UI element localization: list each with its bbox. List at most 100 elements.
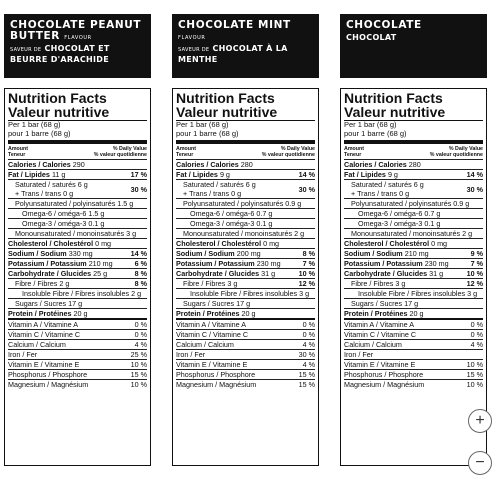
magnesium-row: Magnesium / Magnésium 10 % (344, 379, 483, 389)
polyunsaturated-row: Polyunsaturated / polyinsaturés 0.9 g (176, 198, 315, 208)
iron-row: Iron / Fer (344, 349, 483, 359)
cholesterol-row: Cholesterol / Cholestérol 0 mg (176, 238, 315, 248)
valeur-nutritive-title: Valeur nutritive (176, 105, 315, 121)
monounsaturated-row: Monounsaturated / monoinsaturés 3 g (8, 228, 147, 238)
serving-size-fr: pour 1 barre (68 g) (344, 128, 407, 138)
insoluble-fibre-row: Insoluble Fibre / Fibres insolubles 3 g (176, 288, 315, 298)
nutrition-facts-title: Nutrition Facts (344, 90, 443, 106)
potassium-row: Potassium / Potassium 230 mg 7 % (176, 258, 315, 268)
nutrition-facts-title: Nutrition Facts (176, 90, 275, 106)
polyunsaturated-row: Polyunsaturated / polyinsaturés 0.9 g (344, 198, 483, 208)
sodium-row: Sodium / Sodium 330 mg 14 % (8, 248, 147, 258)
flavour-name-fr: CHOCOLAT (346, 33, 397, 42)
serving-size-en: Per 1 bar (68 g) (344, 120, 397, 129)
minus-icon: − (475, 454, 485, 471)
monounsaturated-row: Monounsaturated / monoinsaturés 2 g (344, 228, 483, 238)
vitamin-e-row: Vitamin E / Vitamine E 10 % (344, 359, 483, 369)
potassium-row: Potassium / Potassium 230 mg 7 % (344, 258, 483, 268)
serving-size-fr: pour 1 barre (68 g) (176, 128, 239, 138)
omega6-row: Omega-6 / oméga-6 0.7 g (344, 208, 483, 218)
sugars-row: Sugars / Sucres 17 g (8, 298, 147, 308)
omega6-row: Omega-6 / oméga-6 1.5 g (8, 208, 147, 218)
cholesterol-row: Cholesterol / Cholestérol 0 mg (8, 238, 147, 248)
insoluble-fibre-row: Insoluble Fibre / Fibres insolubles 3 g (344, 288, 483, 298)
fat-row: Fat / Lipides 9 g 14 % (176, 169, 315, 179)
carbohydrate-row: Carbohydrate / Glucides 31 g 10 % (344, 268, 483, 278)
flavour-name-en: CHOCOLATE MINT FLAVOUR (178, 19, 291, 42)
calories-row: Calories / Calories 280 (176, 159, 315, 169)
flavour-name-fr: SAVEUR DE CHOCOLAT À LA MENTHE (178, 44, 288, 64)
omega3-row: Omega-3 / oméga-3 0.1 g (176, 218, 315, 228)
panel-chocolate-mint: CHOCOLATE MINT FLAVOUR SAVEUR DE CHOCOLA… (172, 14, 319, 466)
saturated-trans-row: Saturated / saturés 6 g + Trans / trans 0… (344, 179, 483, 198)
omega3-row: Omega-3 / oméga-3 0.1 g (344, 218, 483, 228)
zoom-out-button[interactable]: − (468, 451, 492, 475)
nutrition-facts-table: Nutrition Facts Valeur nutritive Per 1 b… (340, 88, 487, 466)
panel-chocolate: CHOCOLATE CHOCOLAT Nutrition Facts Valeu… (340, 14, 487, 466)
cholesterol-row: Cholesterol / Cholestérol 0 mg (344, 238, 483, 248)
calories-row: Calories / Calories 280 (344, 159, 483, 169)
flavour-header: CHOCOLATE CHOCOLAT (340, 14, 487, 78)
nutrition-facts-title: Nutrition Facts (8, 90, 107, 106)
carbohydrate-row: Carbohydrate / Glucides 31 g 10 % (176, 268, 315, 278)
magnesium-row: Magnesium / Magnésium 10 % (8, 379, 147, 389)
protein-row: Protein / Protéines 20 g (344, 308, 483, 318)
potassium-row: Potassium / Potassium 210 mg 6 % (8, 258, 147, 268)
protein-row: Protein / Protéines 20 g (176, 308, 315, 318)
calcium-row: Calcium / Calcium 4 % (8, 339, 147, 349)
serving-size-en: Per 1 bar (68 g) (8, 120, 61, 129)
flavour-header: CHOCOLATE MINT FLAVOUR SAVEUR DE CHOCOLA… (172, 14, 319, 78)
plus-icon: + (475, 412, 485, 429)
protein-row: Protein / Protéines 20 g (8, 308, 147, 318)
column-header: Amount Teneur % Daily Value% valeur quoti… (8, 146, 147, 158)
flavour-name-en: CHOCOLATE (346, 19, 422, 31)
phosphorus-row: Phosphorus / Phosphore 15 % (176, 369, 315, 379)
serving-size-fr: pour 1 barre (68 g) (8, 128, 71, 138)
saturated-trans-row: Saturated / saturés 6 g + Trans / trans 0… (8, 179, 147, 198)
sugars-row: Sugars / Sucres 17 g (176, 298, 315, 308)
phosphorus-row: Phosphorus / Phosphore 15 % (344, 369, 483, 379)
serving-size-en: Per 1 bar (68 g) (176, 120, 229, 129)
calories-row: Calories / Calories 290 (8, 159, 147, 169)
calcium-row: Calcium / Calcium 4 % (344, 339, 483, 349)
omega3-row: Omega-3 / oméga-3 0.1 g (8, 218, 147, 228)
saturated-trans-row: Saturated / saturés 6 g + Trans / trans 0… (176, 179, 315, 198)
iron-row: Iron / Fer 25 % (8, 349, 147, 359)
nutrition-facts-table: Nutrition Facts Valeur nutritive Per 1 b… (172, 88, 319, 466)
fibre-row: Fibre / Fibres 3 g 12 % (176, 278, 315, 288)
vitamin-e-row: Vitamin E / Vitamine E 10 % (8, 359, 147, 369)
nutrition-facts-table: Nutrition Facts Valeur nutritive Per 1 b… (4, 88, 151, 466)
polyunsaturated-row: Polyunsaturated / polyinsaturés 1.5 g (8, 198, 147, 208)
flavour-header: CHOCOLATE PEANUT BUTTER FLAVOUR SAVEUR D… (4, 14, 151, 78)
calcium-row: Calcium / Calcium 4 % (176, 339, 315, 349)
panel-chocolate-peanut-butter: CHOCOLATE PEANUT BUTTER FLAVOUR SAVEUR D… (4, 14, 151, 466)
fat-row: Fat / Lipides 11 g 17 % (8, 169, 147, 179)
flavour-name-fr: SAVEUR DE CHOCOLAT ET BEURRE D'ARACHIDE (10, 44, 110, 64)
phosphorus-row: Phosphorus / Phosphore 15 % (8, 369, 147, 379)
column-header: Amount Teneur % Daily Value% valeur quoti… (344, 146, 483, 158)
valeur-nutritive-title: Valeur nutritive (8, 105, 147, 121)
flavour-name-en: CHOCOLATE PEANUT BUTTER FLAVOUR (10, 19, 142, 42)
sodium-row: Sodium / Sodium 210 mg 9 % (344, 248, 483, 258)
zoom-in-button[interactable]: + (468, 409, 492, 433)
column-header: Amount Teneur % Daily Value% valeur quoti… (176, 146, 315, 158)
sodium-row: Sodium / Sodium 200 mg 8 % (176, 248, 315, 258)
sugars-row: Sugars / Sucres 17 g (344, 298, 483, 308)
iron-row: Iron / Fer 30 % (176, 349, 315, 359)
fibre-row: Fibre / Fibres 3 g 12 % (344, 278, 483, 288)
valeur-nutritive-title: Valeur nutritive (344, 105, 483, 121)
fat-row: Fat / Lipides 9 g 14 % (344, 169, 483, 179)
omega6-row: Omega-6 / oméga-6 0.7 g (176, 208, 315, 218)
magnesium-row: Magnesium / Magnésium 15 % (176, 379, 315, 389)
monounsaturated-row: Monounsaturated / monoinsaturés 2 g (176, 228, 315, 238)
insoluble-fibre-row: Insoluble Fibre / Fibres insolubles 2 g (8, 288, 147, 298)
